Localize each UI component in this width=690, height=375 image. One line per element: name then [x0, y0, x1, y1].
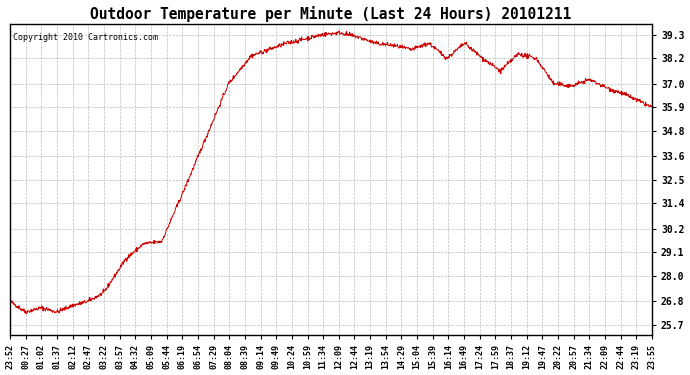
- Text: Copyright 2010 Cartronics.com: Copyright 2010 Cartronics.com: [13, 33, 158, 42]
- Title: Outdoor Temperature per Minute (Last 24 Hours) 20101211: Outdoor Temperature per Minute (Last 24 …: [90, 6, 571, 21]
